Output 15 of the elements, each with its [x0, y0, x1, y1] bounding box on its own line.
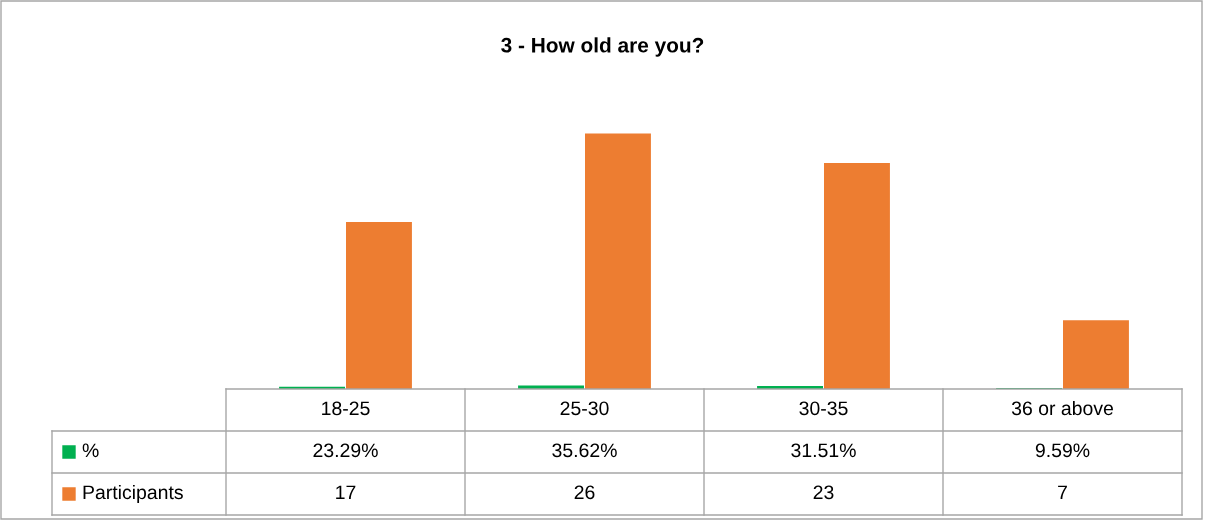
- x-tick-label: 25-30: [560, 401, 609, 416]
- chart-title: 3 - How old are you?: [501, 37, 704, 57]
- x-tick-label: 36 or above: [1011, 400, 1113, 416]
- data-label: 7: [1058, 485, 1067, 500]
- data-label: 23: [813, 485, 834, 500]
- data-label: 17: [336, 485, 356, 500]
- x-tick-label: 30-35: [799, 401, 848, 416]
- data-label: 26: [574, 485, 595, 500]
- data-label: 35.62%: [552, 443, 617, 458]
- data-label: 9.59%: [1035, 443, 1090, 458]
- x-tick-label: 18-25: [322, 401, 370, 416]
- legend-label: Participants: [83, 484, 183, 504]
- legend-label: %: [82, 443, 99, 458]
- data-label: 31.51%: [791, 443, 856, 458]
- data-label: 23.29%: [313, 443, 378, 458]
